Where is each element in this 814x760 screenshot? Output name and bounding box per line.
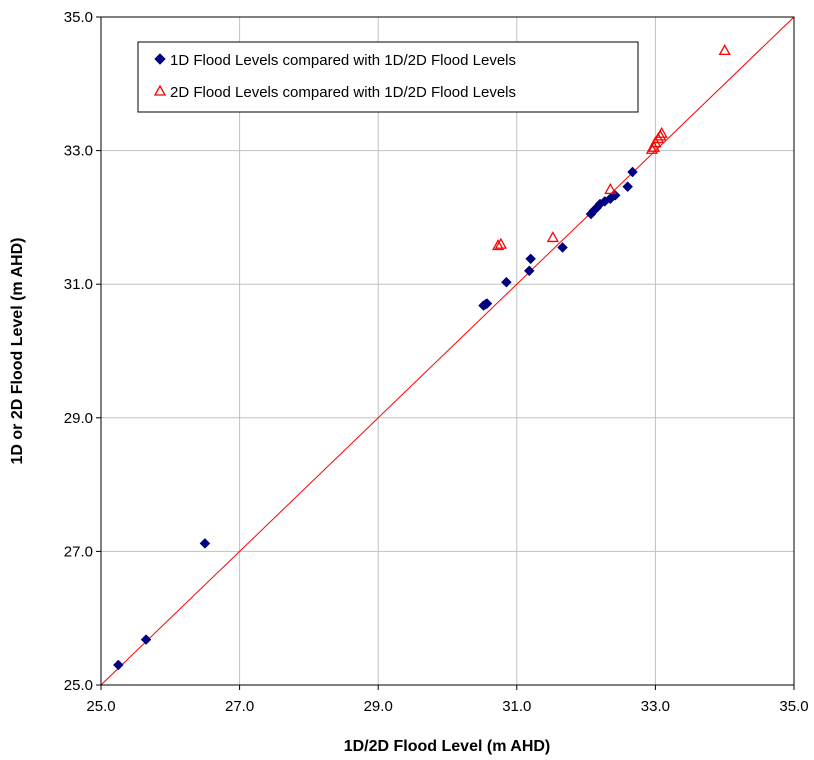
- data-point-1d: [140, 634, 152, 645]
- x-tick-label: 27.0: [225, 698, 254, 715]
- x-tick-labels: 25.0 27.0 29.0 31.0 33.0 35.0: [86, 685, 809, 715]
- grid-lines: [101, 17, 794, 685]
- data-point-2d: [718, 44, 731, 56]
- reference-line-layer: [100, 16, 795, 686]
- data-point-2d: [645, 142, 659, 154]
- data-point-2d: [491, 239, 505, 251]
- data-point-1d: [112, 659, 124, 671]
- x-tick-label: 31.0: [502, 698, 531, 715]
- data-point-1d: [627, 166, 638, 178]
- data-point-1d: [501, 276, 512, 288]
- data-point-1d: [525, 253, 537, 265]
- legend-label-2d: 2D Flood Levels compared with 1D/2D Floo…: [170, 84, 516, 101]
- data-points: [112, 44, 731, 671]
- y-tick-label: 35.0: [64, 9, 93, 26]
- y-tick-label: 29.0: [64, 410, 93, 427]
- x-tick-label: 35.0: [779, 698, 808, 715]
- data-point-1d: [622, 181, 634, 193]
- y-tick-label: 27.0: [64, 543, 93, 560]
- x-tick-label: 25.0: [86, 698, 115, 715]
- legend-marker-triangle: [153, 84, 167, 96]
- plot-frame: [100, 16, 795, 686]
- x-tick-label: 29.0: [364, 698, 393, 715]
- data-point-2d: [604, 183, 617, 194]
- data-point-2d: [494, 237, 507, 249]
- x-tick-label: 33.0: [641, 698, 670, 715]
- x-axis-title: 1D/2D Flood Level (m AHD): [344, 738, 551, 755]
- legend-box: [137, 41, 639, 113]
- data-point-1d: [481, 298, 493, 309]
- data-point-1d: [199, 538, 211, 549]
- reference-line: [100, 16, 795, 686]
- y-axis-title: 1D or 2D Flood Level (m AHD): [9, 238, 26, 465]
- y-tick-label: 25.0: [64, 677, 93, 694]
- data-point-1d: [557, 242, 568, 253]
- data-point-2d: [546, 231, 559, 243]
- legend-label-1d: 1D Flood Levels compared with 1D/2D Floo…: [170, 52, 516, 69]
- y-tick-labels: 25.0 27.0 29.0 31.0 33.0 35.0: [64, 9, 101, 694]
- y-tick-label: 31.0: [64, 276, 93, 293]
- legend: 1D Flood Levels compared with 1D/2D Floo…: [137, 41, 639, 113]
- legend-marker-diamond: [154, 53, 166, 65]
- y-tick-label: 33.0: [64, 143, 93, 160]
- data-point-2d: [655, 126, 668, 138]
- data-point-1d: [523, 265, 535, 277]
